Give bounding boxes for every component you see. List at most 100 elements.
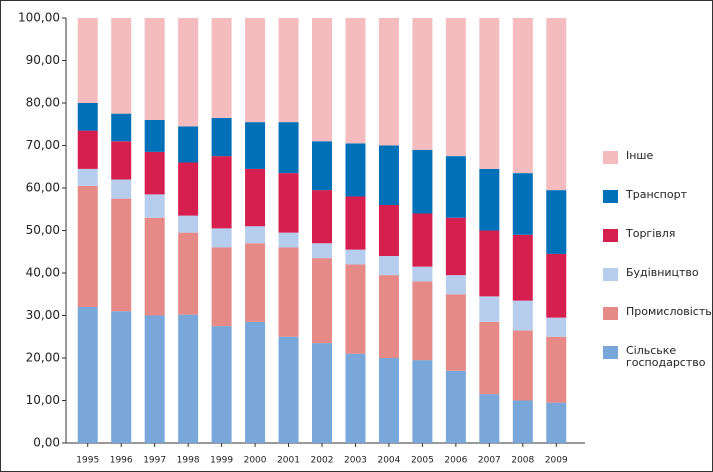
x-tick-label: 2007 [478, 456, 501, 466]
bar-segment [378, 275, 399, 358]
bar-segment [245, 168, 266, 227]
bar-segment [278, 122, 299, 174]
x-tick-label: 1998 [177, 456, 200, 466]
bar-segment [278, 173, 299, 233]
y-tick-label: 100,00 [18, 11, 60, 25]
legend-swatch [603, 268, 618, 281]
bar-segment [412, 213, 433, 267]
bar-segment [77, 130, 98, 169]
bar-segment [445, 294, 466, 371]
x-tick-label: 1997 [143, 456, 166, 466]
bar-segment [412, 18, 433, 150]
bar-segment [445, 156, 466, 218]
bar-segment [211, 247, 232, 327]
bar-segment [445, 217, 466, 276]
bar-segment [479, 230, 500, 297]
bar-segment [345, 196, 366, 250]
bar-segment [178, 162, 199, 216]
bar-segment [278, 232, 299, 248]
bar-segment [412, 266, 433, 282]
y-tick-label: 40,00 [26, 266, 60, 280]
legend-item: Торгівля [603, 226, 711, 265]
legend-swatch [603, 229, 618, 242]
bar-segment [144, 315, 165, 443]
bar-segment [111, 141, 132, 180]
bar-segment [77, 168, 98, 186]
bar-segment [144, 18, 165, 120]
bar-segment [245, 18, 266, 123]
y-tick-label: 30,00 [26, 308, 60, 322]
y-tick-label: 20,00 [26, 351, 60, 365]
bar-segment [178, 126, 199, 163]
legend-swatch [603, 307, 618, 320]
bar-segment [546, 317, 567, 337]
bar-segment [512, 330, 533, 401]
legend: Інше Транспорт Торгівля Будівництво Промисло… [603, 148, 712, 382]
bar-segment [77, 18, 98, 103]
x-tick-label: 2003 [344, 456, 367, 466]
bar-segment [111, 198, 132, 312]
legend-item: Транспорт [603, 187, 711, 226]
x-tick-label: 2009 [545, 456, 568, 466]
bar-segment [245, 226, 266, 244]
legend-label: Торгівля [626, 227, 676, 240]
legend-swatch [603, 190, 618, 203]
bar-segment [77, 307, 98, 443]
legend-label: Промисловість [626, 305, 712, 318]
bar-segment [278, 18, 299, 123]
bar-segment [378, 358, 399, 443]
bar-segment [546, 18, 567, 191]
bar-segment [312, 258, 332, 344]
bar-segment [546, 190, 567, 254]
bar-segment [245, 122, 266, 169]
bar-segment [512, 234, 533, 301]
bar-segment [211, 228, 232, 248]
bar-segment [77, 185, 98, 307]
bar-segment [312, 141, 332, 191]
bar-segment [445, 18, 466, 157]
bar-segment [378, 145, 399, 205]
y-tick-label: 70,00 [26, 138, 60, 152]
bar-segment [178, 232, 199, 315]
bar-segment [546, 336, 567, 403]
bar-segment [211, 18, 232, 118]
bar-segment [111, 311, 132, 443]
bar-segment [412, 281, 433, 361]
y-tick-label: 0,00 [33, 436, 60, 450]
bar-segment [111, 18, 132, 114]
x-tick-label: 1995 [76, 456, 99, 466]
bar-segment [412, 149, 433, 214]
legend-label: Сільське господарство [626, 344, 706, 369]
bar-segment [479, 321, 500, 395]
bar-segment [178, 215, 199, 233]
bar-segment [312, 18, 332, 142]
x-tick-label: 2008 [511, 456, 534, 466]
x-tick-label: 2000 [244, 456, 267, 466]
bar-segment [211, 156, 232, 229]
x-tick-label: 2004 [377, 456, 400, 466]
y-tick-label: 10,00 [26, 393, 60, 407]
legend-label: Транспорт [626, 188, 687, 201]
bar-segment [445, 370, 466, 443]
bar-segment [77, 103, 98, 131]
bar-segment [312, 243, 332, 259]
bar-segment [211, 326, 232, 443]
bar-segment [245, 243, 266, 322]
bar-segment [278, 336, 299, 443]
y-tick-label: 90,00 [26, 53, 60, 67]
bar-segment [512, 400, 533, 443]
bar-segment [512, 173, 533, 235]
x-tick-label: 2002 [311, 456, 334, 466]
bar-segment [144, 151, 165, 195]
bar-segment [512, 300, 533, 331]
bar-segment [178, 18, 199, 127]
bar-segment [479, 18, 500, 169]
bar-segment [245, 321, 266, 443]
y-tick-label: 60,00 [26, 181, 60, 195]
bar-segment [144, 217, 165, 316]
bar-segment [111, 113, 132, 142]
y-tick-label: 80,00 [26, 96, 60, 110]
x-tick-label: 1999 [210, 456, 233, 466]
